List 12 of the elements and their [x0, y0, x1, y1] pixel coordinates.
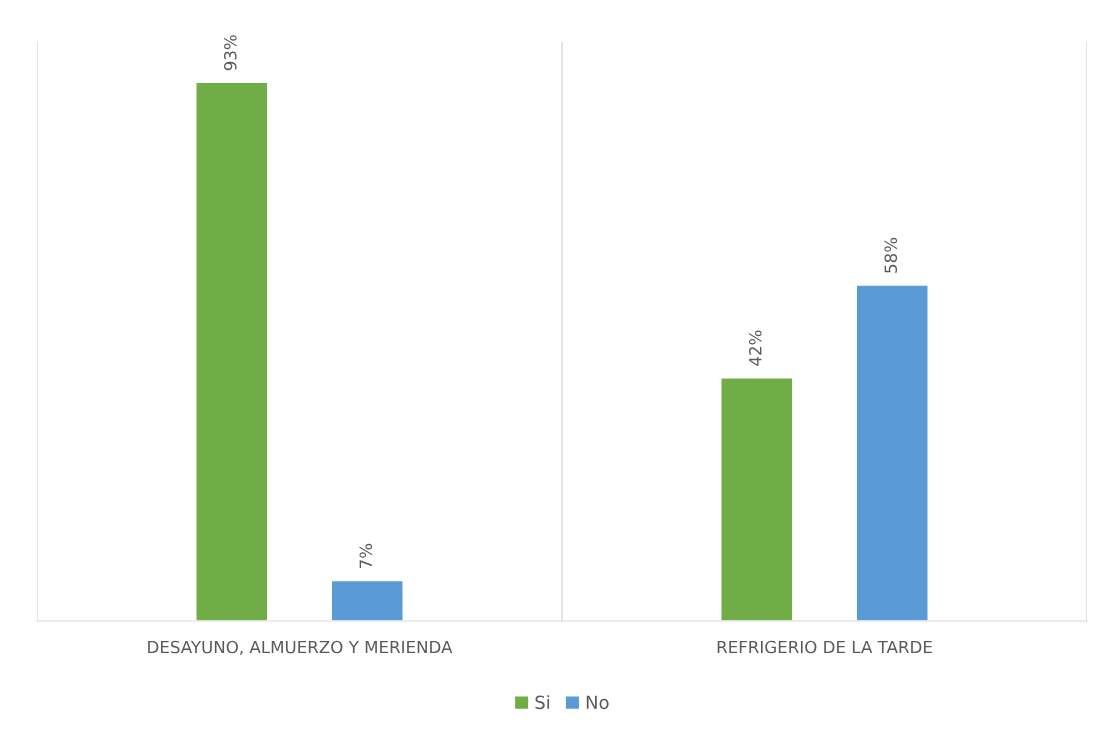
legend-label: Si: [535, 695, 550, 710]
bar: [855, 284, 929, 621]
data-label: 93%: [224, 35, 237, 71]
bar: [330, 579, 404, 621]
data-label: 58%: [884, 237, 898, 273]
legend-label: No: [586, 695, 609, 710]
x-tick-label: REFRIGERIO DE LA TARDE: [717, 640, 932, 654]
x-tick-label: DESAYUNO, ALMUERZO Y MERIENDA: [148, 640, 453, 656]
bar: [720, 377, 794, 621]
data-label: 7%: [359, 543, 373, 568]
data-label: 42%: [749, 330, 762, 366]
bar: [195, 81, 269, 621]
